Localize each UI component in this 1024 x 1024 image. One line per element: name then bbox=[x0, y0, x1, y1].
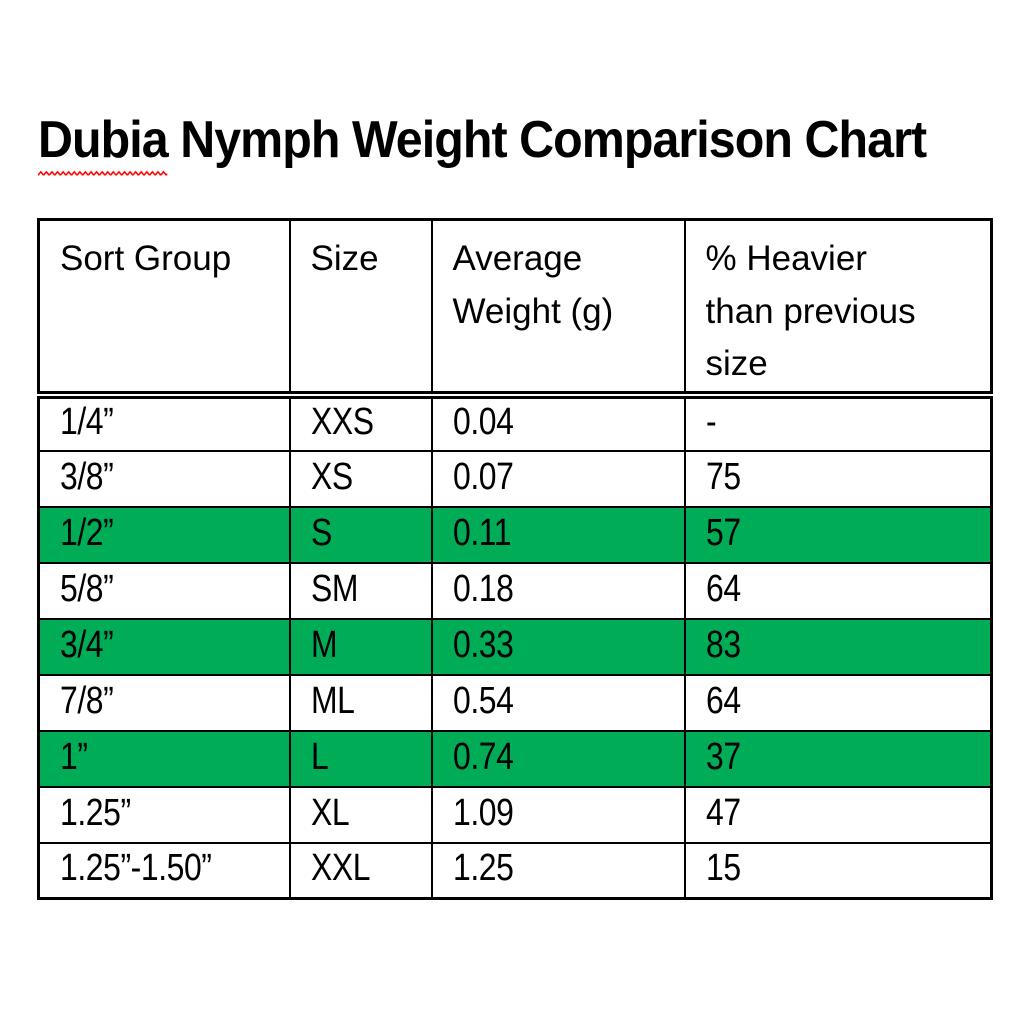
cell-text: 75 bbox=[705, 455, 741, 498]
cell-text: 83 bbox=[705, 623, 741, 666]
table-row: 3/4” M 0.33 83 bbox=[37, 617, 993, 676]
cell-text: - bbox=[705, 401, 717, 443]
table-row: 1” L 0.74 37 bbox=[37, 729, 993, 788]
cell-text: 37 bbox=[705, 735, 741, 778]
header-pct-heavier: % Heavier than previous size bbox=[683, 218, 993, 399]
cell-pct-heavier: 57 bbox=[683, 505, 993, 564]
cell-text: 57 bbox=[705, 511, 741, 554]
cell-text: ML bbox=[310, 679, 355, 722]
cell-text: 0.33 bbox=[452, 623, 514, 666]
cell-size: XS bbox=[288, 449, 433, 508]
weight-comparison-table: Sort Group Size Average Weight (g) % Hea… bbox=[37, 218, 993, 900]
cell-text: SM bbox=[310, 567, 358, 610]
cell-size: L bbox=[288, 729, 433, 788]
cell-pct-heavier: 37 bbox=[683, 729, 993, 788]
cell-sort-group: 7/8” bbox=[37, 673, 291, 732]
cell-size: S bbox=[288, 505, 433, 564]
table-row: 5/8” SM 0.18 64 bbox=[37, 561, 993, 620]
table-row: 1/2” S 0.11 57 bbox=[37, 505, 993, 564]
cell-text: 1/2” bbox=[60, 511, 114, 554]
cell-text: XS bbox=[310, 455, 353, 498]
spellcheck-squiggle-icon bbox=[38, 170, 168, 177]
title-misspelled-word: Dubia bbox=[38, 110, 169, 177]
cell-text: 0.07 bbox=[452, 455, 514, 498]
title-rest-text: Nymph Weight Comparison Chart bbox=[167, 111, 927, 169]
cell-text: 47 bbox=[705, 791, 741, 834]
header-row: Sort Group Size Average Weight (g) % Hea… bbox=[37, 218, 993, 399]
cell-pct-heavier: 83 bbox=[683, 617, 993, 676]
cell-text: S bbox=[310, 511, 332, 554]
page-title: Dubia Nymph Weight Comparison Chart bbox=[38, 110, 993, 177]
cell-sort-group: 1/4” bbox=[37, 393, 291, 452]
cell-text: 0.18 bbox=[452, 567, 514, 610]
cell-text: 0.54 bbox=[452, 679, 514, 722]
cell-avg-weight: 0.74 bbox=[430, 729, 686, 788]
cell-pct-heavier: 75 bbox=[683, 449, 993, 508]
cell-text: 1/4” bbox=[60, 401, 114, 443]
cell-text: 15 bbox=[705, 847, 741, 890]
cell-text: 1.25 bbox=[452, 847, 514, 890]
table-row: 3/8” XS 0.07 75 bbox=[37, 449, 993, 508]
cell-text: 0.74 bbox=[452, 735, 514, 778]
cell-size: XXL bbox=[288, 841, 433, 900]
cell-text: 1” bbox=[60, 735, 88, 778]
cell-text: 3/4” bbox=[60, 623, 114, 666]
table-row: 1.25” XL 1.09 47 bbox=[37, 785, 993, 844]
cell-text: 64 bbox=[705, 679, 741, 722]
cell-size: M bbox=[288, 617, 433, 676]
cell-pct-heavier: - bbox=[683, 393, 993, 452]
cell-text: 1.25” bbox=[60, 791, 131, 834]
cell-sort-group: 3/4” bbox=[37, 617, 291, 676]
cell-text: XXS bbox=[310, 401, 374, 443]
cell-pct-heavier: 64 bbox=[683, 561, 993, 620]
cell-size: XL bbox=[288, 785, 433, 844]
cell-pct-heavier: 15 bbox=[683, 841, 993, 900]
cell-text: 5/8” bbox=[60, 567, 114, 610]
cell-pct-heavier: 47 bbox=[683, 785, 993, 844]
cell-text: XL bbox=[310, 791, 350, 834]
cell-size: SM bbox=[288, 561, 433, 620]
cell-text: 1.25”-1.50” bbox=[60, 847, 212, 890]
cell-pct-heavier: 64 bbox=[683, 673, 993, 732]
cell-text: XXL bbox=[310, 847, 370, 890]
cell-text: 7/8” bbox=[60, 679, 114, 722]
cell-avg-weight: 1.25 bbox=[430, 841, 686, 900]
cell-avg-weight: 0.04 bbox=[430, 393, 686, 452]
cell-sort-group: 1” bbox=[37, 729, 291, 788]
cell-avg-weight: 0.11 bbox=[430, 505, 686, 564]
cell-sort-group: 1.25”-1.50” bbox=[37, 841, 291, 900]
cell-text: M bbox=[310, 623, 338, 666]
cell-text: 64 bbox=[705, 567, 741, 610]
table-row: 1.25”-1.50” XXL 1.25 15 bbox=[37, 841, 993, 900]
cell-avg-weight: 0.07 bbox=[430, 449, 686, 508]
cell-sort-group: 5/8” bbox=[37, 561, 291, 620]
table-row: 7/8” ML 0.54 64 bbox=[37, 673, 993, 732]
cell-avg-weight: 0.18 bbox=[430, 561, 686, 620]
cell-size: XXS bbox=[288, 393, 433, 452]
cell-avg-weight: 1.09 bbox=[430, 785, 686, 844]
cell-avg-weight: 0.54 bbox=[430, 673, 686, 732]
header-sort-group: Sort Group bbox=[37, 218, 291, 399]
cell-sort-group: 3/8” bbox=[37, 449, 291, 508]
cell-text: 0.11 bbox=[452, 511, 511, 554]
cell-sort-group: 1/2” bbox=[37, 505, 291, 564]
cell-text: 0.04 bbox=[452, 401, 514, 443]
header-average-weight: Average Weight (g) bbox=[430, 218, 686, 399]
cell-text: L bbox=[310, 735, 329, 778]
table-row: 1/4” XXS 0.04 - bbox=[37, 393, 993, 452]
cell-avg-weight: 0.33 bbox=[430, 617, 686, 676]
header-size: Size bbox=[288, 218, 433, 399]
title-word-text: Dubia bbox=[38, 111, 169, 169]
cell-size: ML bbox=[288, 673, 433, 732]
cell-text: 3/8” bbox=[60, 455, 114, 498]
cell-sort-group: 1.25” bbox=[37, 785, 291, 844]
cell-text: 1.09 bbox=[452, 791, 514, 834]
